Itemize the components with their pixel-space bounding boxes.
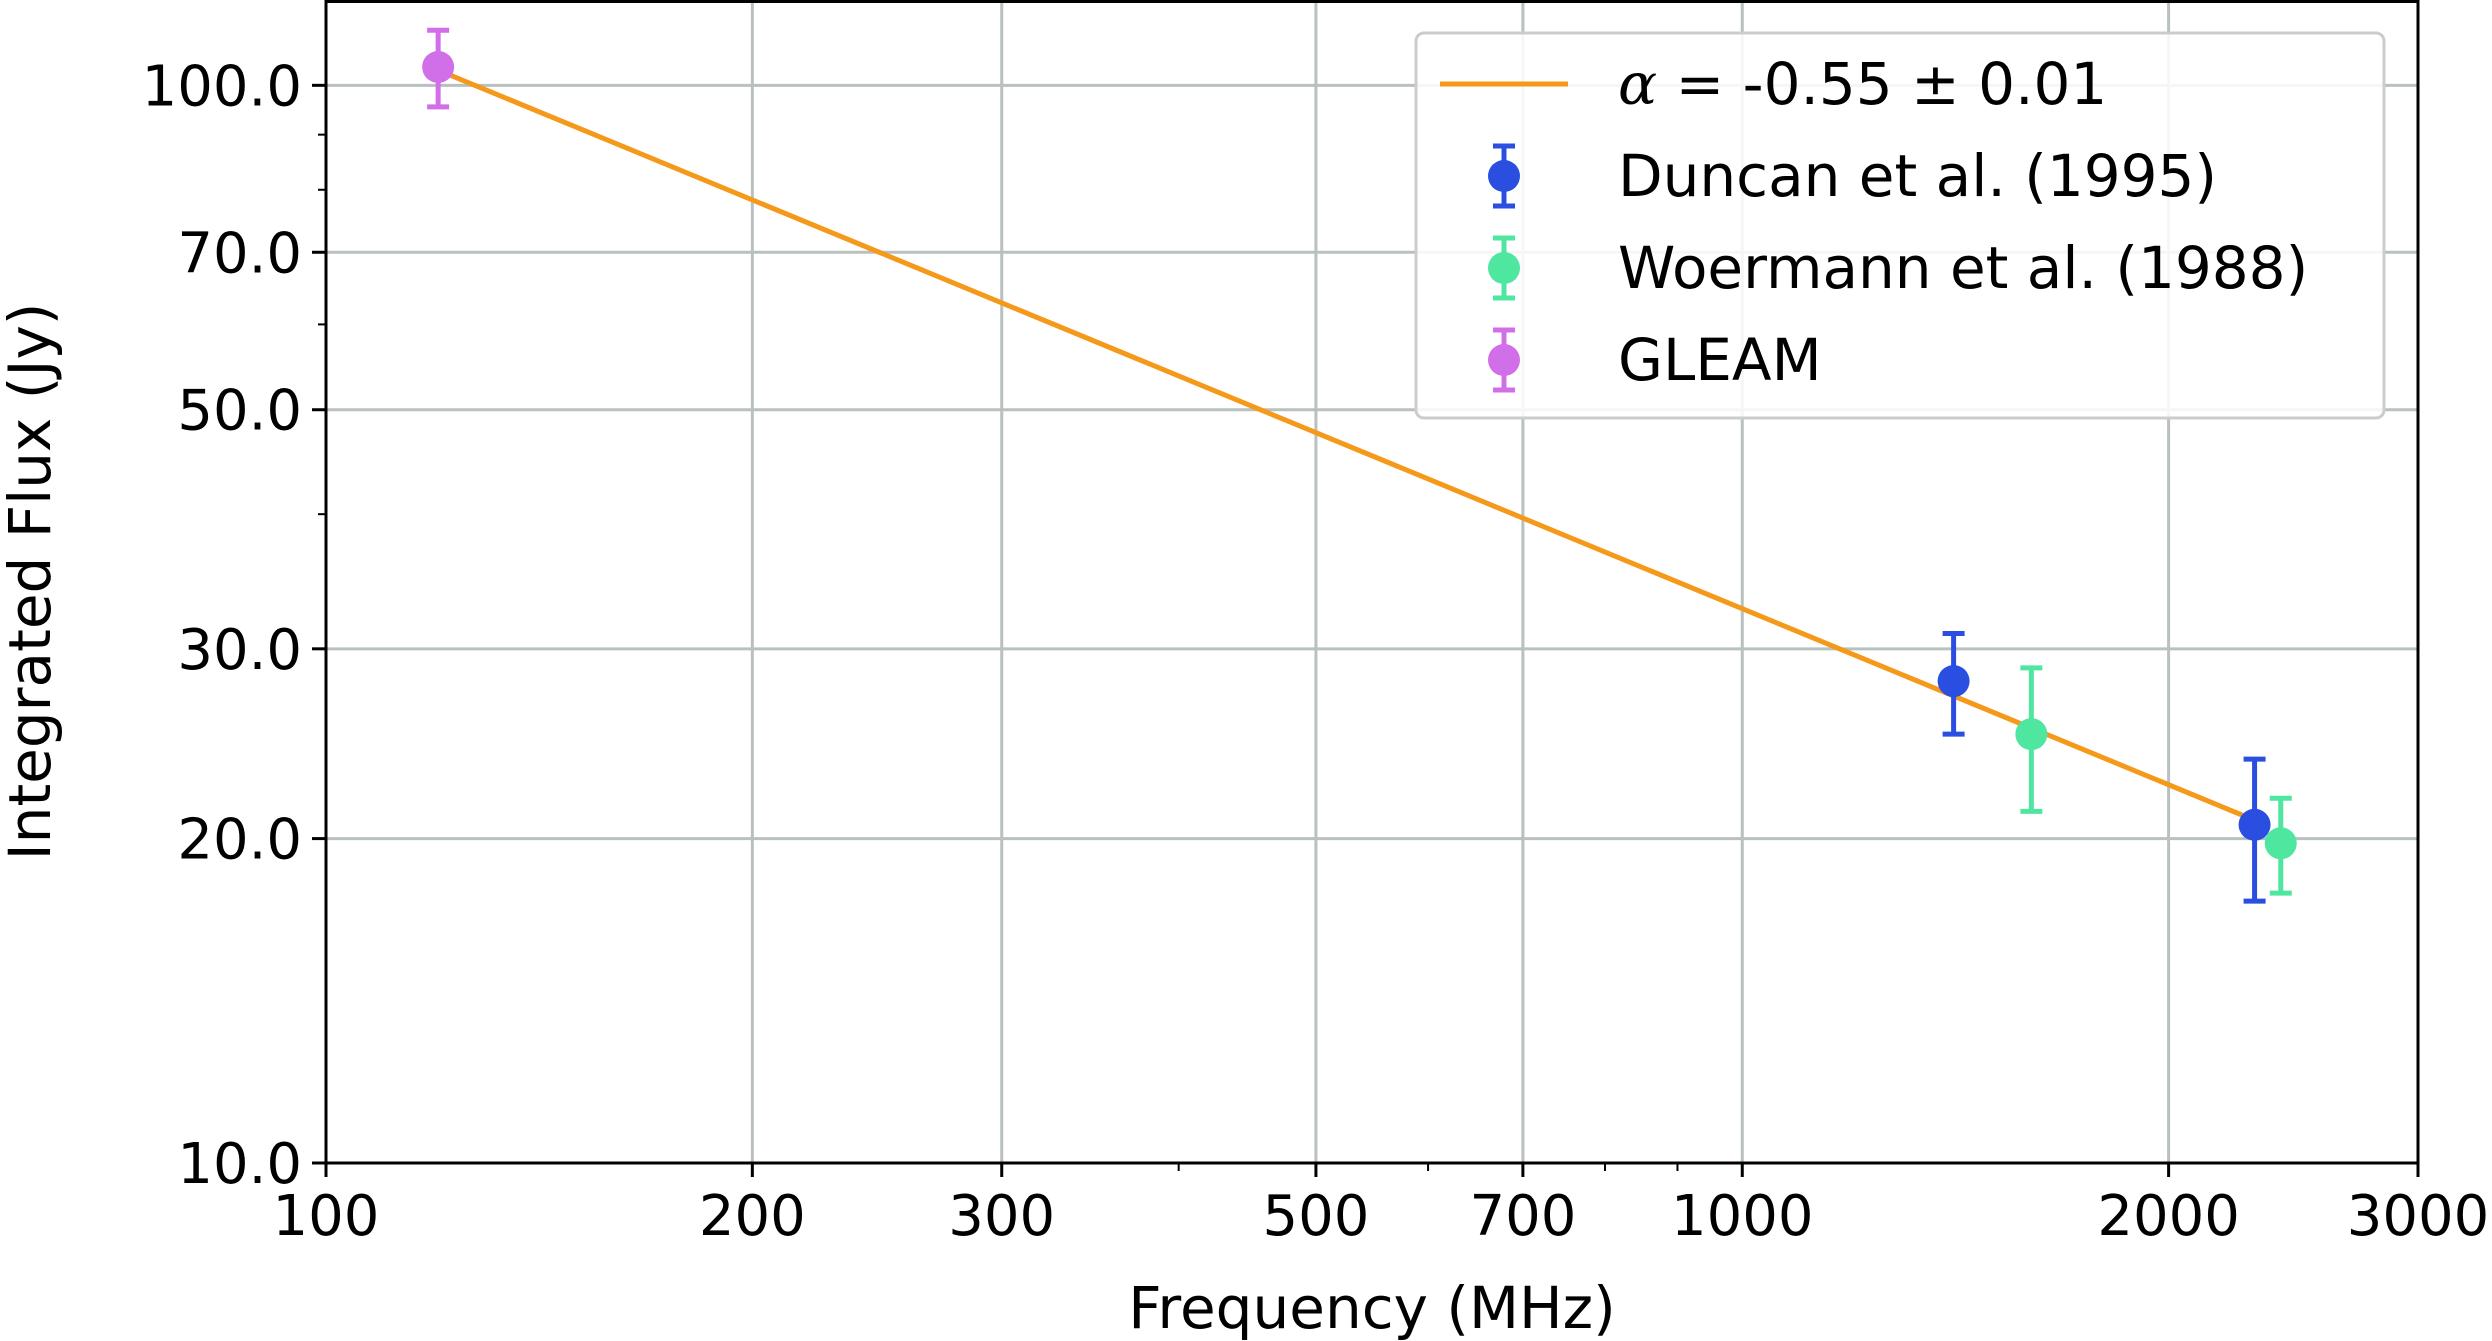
- point-marker: [2238, 808, 2271, 841]
- y-axis-title: Integrated Flux (Jy): [0, 303, 64, 861]
- legend-box: [1414, 31, 2386, 420]
- y-tick-labels: 10.0 20.0 30.0 50.0 70.0 100.0: [142, 54, 302, 1197]
- point-marker: [2015, 718, 2048, 751]
- x-tick-label: 2000: [2097, 1184, 2240, 1249]
- legend-entry: GLEAM: [1488, 326, 1822, 394]
- legend-entry: Woermann et al. (1988): [1488, 234, 2308, 302]
- y-tick-label: 50.0: [177, 379, 302, 444]
- point-marker: [2264, 827, 2297, 860]
- x-tick-label: 700: [1469, 1184, 1576, 1249]
- y-tick-label: 30.0: [177, 618, 302, 683]
- x-tick-label: 3000: [2347, 1184, 2490, 1249]
- data-point: [2264, 795, 2297, 896]
- plot-frame: [324, 0, 2420, 1165]
- legend: α = -0.55 ± 0.01 Duncan et al. (1995) Woe…: [1414, 31, 2386, 420]
- x-tick-label: 1000: [1671, 1184, 1814, 1249]
- legend-marker: [1488, 160, 1520, 192]
- data-point: [422, 27, 455, 110]
- legend-fit-symbol: α: [1618, 50, 1657, 118]
- major-ticks: [312, 83, 2420, 1177]
- y-tick-label: 10.0: [177, 1132, 302, 1197]
- data-point: [2015, 665, 2048, 814]
- legend-marker: [1488, 252, 1520, 284]
- legend-label: Woermann et al. (1988): [1618, 234, 2308, 302]
- legend-marker: [1488, 344, 1520, 376]
- legend-entries: Duncan et al. (1995) Woermann et al. (198…: [1488, 142, 2308, 394]
- x-tick-label: 300: [948, 1184, 1055, 1249]
- x-tick-label: 200: [699, 1184, 806, 1249]
- x-axis-title: Frequency (MHz): [1128, 1274, 1615, 1341]
- legend-fit-label: α = -0.55 ± 0.01: [1618, 50, 2107, 118]
- legend-label: GLEAM: [1618, 326, 1822, 394]
- legend-fit-value: = -0.55 ± 0.01: [1657, 50, 2107, 118]
- point-marker: [1937, 665, 1970, 698]
- data-points: [422, 27, 2297, 904]
- y-tick-label: 20.0: [177, 808, 302, 873]
- data-point: [1937, 630, 1970, 737]
- legend-label: Duncan et al. (1995): [1618, 142, 2217, 210]
- point-marker: [422, 50, 455, 83]
- y-tick-label: 70.0: [177, 221, 302, 286]
- x-tick-labels: 100 200 300 500 700 1000 2000 3000: [273, 1184, 2490, 1249]
- x-tick-label: 100: [273, 1184, 380, 1249]
- x-tick-label: 500: [1262, 1184, 1369, 1249]
- legend-entry: Duncan et al. (1995): [1488, 142, 2217, 210]
- data-point: [2238, 756, 2271, 904]
- y-tick-label: 100.0: [142, 54, 302, 119]
